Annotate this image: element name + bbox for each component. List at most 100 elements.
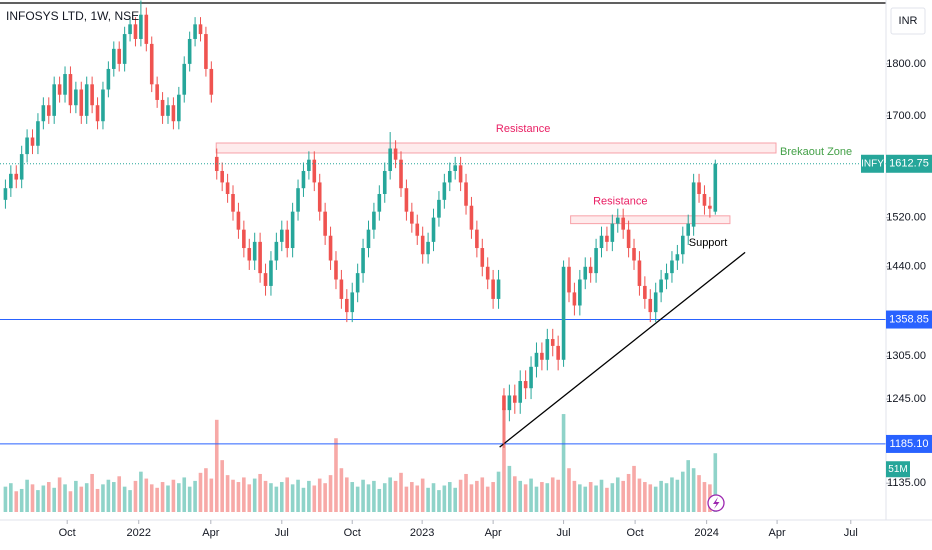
volume-bar [377, 488, 382, 512]
candle-body [702, 194, 707, 206]
candle-body [372, 211, 376, 230]
candle-body [399, 159, 403, 189]
volume-bar [285, 477, 290, 512]
volume-bar [447, 482, 452, 512]
candle-body [263, 273, 268, 286]
currency-box[interactable] [890, 7, 926, 35]
volume-bar [149, 484, 154, 512]
candle-body [534, 352, 539, 367]
support-note: Support [689, 237, 728, 249]
candle-body [25, 137, 29, 155]
candle-body [46, 105, 51, 116]
candle-body [41, 105, 46, 122]
candle-body [296, 188, 300, 212]
volume-bar [393, 480, 398, 512]
volume-bar [68, 491, 73, 512]
level-tag [886, 434, 932, 453]
volume-bar [19, 488, 24, 512]
candle-body [139, 14, 143, 39]
volume-bar [166, 485, 170, 512]
volume-bar [182, 477, 187, 512]
volume-bar [648, 484, 653, 512]
candle-body [523, 381, 528, 389]
volume-bar [84, 483, 89, 512]
volume-bar [198, 472, 203, 512]
y-tick-label: 1520.00 [886, 212, 926, 224]
candle-body [420, 235, 425, 255]
volume-bar [155, 487, 159, 512]
x-tick-label: Oct [344, 527, 361, 539]
candle-body [588, 266, 593, 274]
candle-body [90, 84, 94, 106]
volume-bar [534, 486, 539, 512]
volume-bar [90, 473, 94, 512]
candle-body [518, 381, 523, 403]
candle-body [14, 173, 19, 180]
candle-body [193, 24, 197, 39]
candle-body [323, 211, 327, 236]
y-tick-label: 1700.00 [886, 110, 926, 122]
candle-body [567, 266, 571, 293]
candle-body [9, 173, 13, 189]
candle-body [453, 165, 457, 171]
candle-body [182, 63, 187, 95]
volume-bar [626, 473, 631, 512]
candle-body [236, 211, 241, 230]
candle-body [545, 339, 550, 360]
x-tick-label: Apr [202, 527, 219, 539]
volume-bar [529, 478, 533, 512]
volume-bar [410, 482, 414, 512]
resistance-zone [570, 215, 731, 225]
y-tick-label: 1135.00 [887, 477, 926, 489]
candle-body [550, 339, 555, 346]
candle-body [496, 279, 501, 299]
volume-bar [95, 488, 100, 512]
candle-body [410, 211, 414, 224]
candle-body [366, 229, 371, 249]
candle-body [279, 229, 284, 242]
candle-body [101, 89, 105, 122]
volume-bar [382, 483, 387, 512]
volume-bar [610, 483, 615, 512]
y-tick-label: 1305.00 [886, 350, 926, 362]
candle-body [610, 223, 615, 242]
volume-bar [193, 480, 197, 512]
volume-bar [106, 479, 111, 512]
volume-bar [30, 484, 35, 512]
candle-body [3, 188, 8, 200]
volume-bar [274, 486, 279, 512]
candle-body [491, 279, 495, 299]
volume-bar [680, 471, 685, 512]
candle-body [529, 366, 533, 389]
zone-label: Resistance [496, 123, 550, 135]
candle-body [458, 165, 463, 183]
volume-bar [160, 482, 165, 512]
candle-body [648, 298, 653, 313]
volume-bar [572, 480, 577, 512]
volume-bar [79, 486, 84, 512]
candle-body [485, 266, 490, 280]
candle-body [307, 159, 311, 171]
volume-bar [713, 453, 718, 512]
candle-body [133, 24, 138, 39]
candle-body [680, 235, 685, 255]
volume-bar [36, 490, 40, 512]
candle-body [68, 74, 73, 106]
volume-bar [307, 480, 311, 512]
candle-body [653, 292, 658, 313]
resistance-zone [215, 142, 777, 154]
volume-bar [3, 486, 8, 512]
volume-bar [52, 487, 56, 512]
volume-bar [496, 471, 501, 512]
candle-body [686, 223, 691, 236]
candle-body [540, 352, 544, 360]
candle-body [426, 241, 430, 255]
candle-body [713, 163, 718, 212]
candle-body [290, 211, 295, 249]
volume-bar [296, 479, 300, 512]
volume-bar [144, 478, 149, 512]
volume-bar [361, 479, 365, 512]
candle-body [225, 182, 230, 195]
plot: Resistance Resistance Brekaout Zone Support [0, 0, 886, 512]
candle-body [247, 248, 252, 261]
